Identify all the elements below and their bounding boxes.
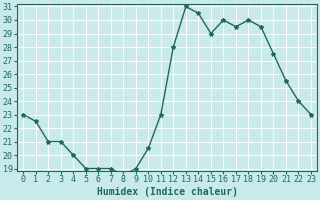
X-axis label: Humidex (Indice chaleur): Humidex (Indice chaleur) <box>97 187 237 197</box>
